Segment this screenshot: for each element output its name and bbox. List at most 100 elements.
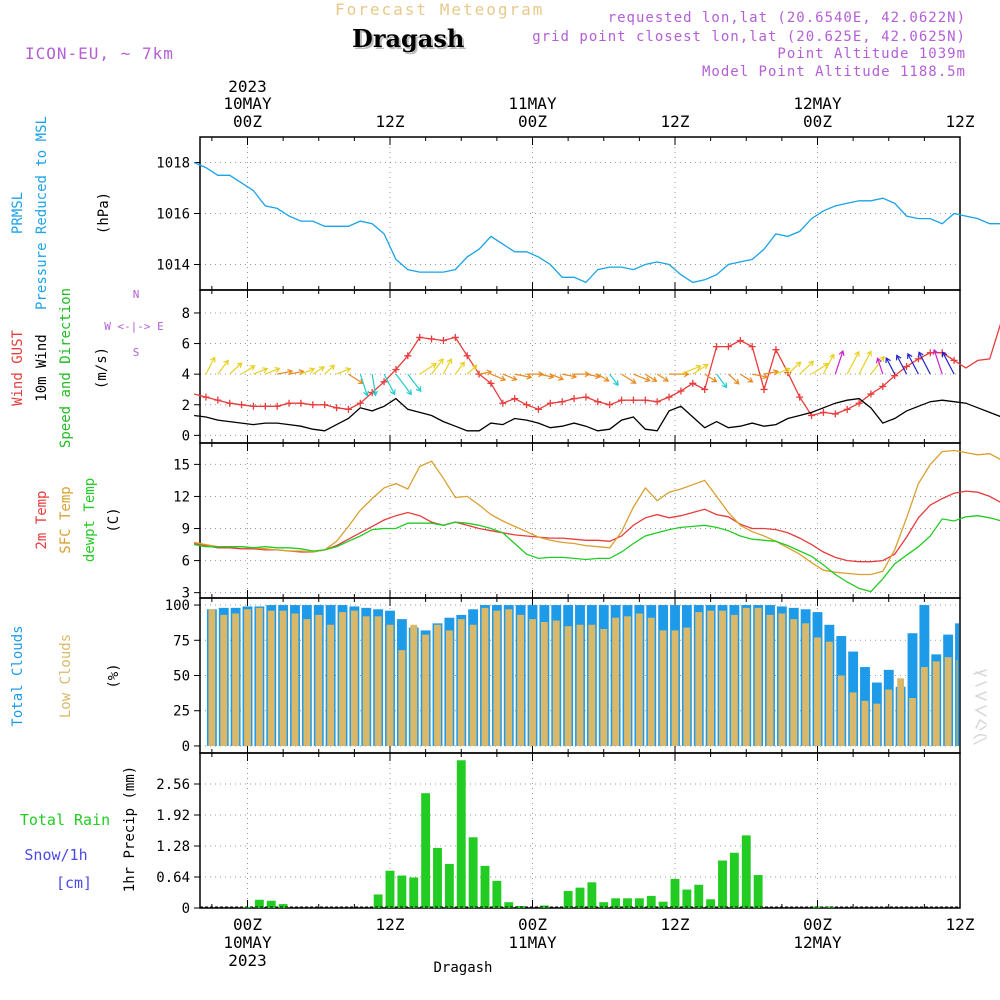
top-hour-label: 12Z (376, 112, 405, 131)
wind-arrow (229, 362, 243, 375)
wind-arrow (502, 373, 518, 382)
bottom-hour-label: 00Z (233, 915, 262, 934)
wind-arrow (787, 361, 802, 375)
top-title: Forecast Meteogram (335, 0, 545, 19)
rain-bar (278, 904, 288, 908)
wind-arrow (241, 365, 256, 375)
gust-line-marker (796, 393, 804, 401)
temp-unit: (C) (106, 507, 122, 532)
y-tick-label: 9 (182, 522, 190, 538)
wind-arrow (359, 373, 369, 397)
y-tick-label: 12 (173, 489, 190, 505)
rain-bar (409, 877, 419, 908)
y-tick-label: 4 (182, 367, 190, 383)
bottom-hour-label: 12Z (946, 915, 975, 934)
rain-bar (694, 884, 704, 908)
low-cloud-bar (920, 667, 928, 746)
low-cloud-bar (635, 613, 643, 746)
rain-bar (587, 882, 597, 908)
low-cloud-bar (802, 623, 810, 746)
gust-line-marker (523, 401, 531, 409)
wind-arrow (680, 364, 702, 375)
low-cloud-bar (588, 624, 596, 746)
low-cloud-bar (374, 616, 382, 746)
wind-arrow (811, 362, 829, 375)
wind-arrow (775, 367, 791, 375)
location-title: Dragash (352, 24, 465, 53)
point-altitude: Point Altitude 1039m (777, 46, 966, 62)
low-cloud-bar (659, 630, 667, 746)
temp2m-label: 2m Temp (34, 490, 50, 549)
gust-line-marker (368, 389, 376, 397)
low-cloud-bar (540, 621, 548, 746)
rain-bar (824, 906, 834, 908)
rain-bar (480, 865, 490, 908)
gust-line-marker (808, 411, 816, 419)
wind-arrow (822, 353, 835, 375)
low-cloud-bar (552, 620, 560, 746)
rain-bar (468, 837, 478, 908)
gust-line-marker (879, 382, 887, 390)
low-cloud-bar (956, 660, 958, 746)
low-cloud-bar (576, 624, 584, 746)
wind-arrow (870, 355, 885, 375)
low-cloud-bar (719, 610, 726, 746)
gust-line-marker (677, 387, 685, 395)
total-cloud-bar (907, 633, 918, 746)
gust-line-marker (428, 335, 436, 343)
low-cloud-bar (315, 614, 323, 746)
low-cloud-bar (932, 661, 940, 746)
gust-line-marker (641, 396, 649, 404)
gust-line-marker (629, 396, 637, 404)
low-cloud-bar (742, 607, 750, 746)
low-cloud-bar (944, 657, 952, 746)
top-date-label: 12MAY (793, 94, 842, 113)
signature-watermark (973, 669, 987, 745)
gridpoint-coords: grid point closest lon,lat (20.625E, 42.… (532, 29, 966, 45)
precip-label: 1hr Precip (mm) (122, 766, 138, 892)
gust-line-marker (226, 399, 234, 407)
top-year-label: 2023 (228, 77, 267, 96)
wind-arrow (941, 351, 955, 375)
gust-label: Wind GUST (10, 330, 26, 406)
rain-bar (433, 847, 442, 908)
rain-bar (706, 899, 716, 908)
gust-line-marker (344, 405, 352, 413)
y-tick-label: 1016 (156, 207, 190, 223)
gust-line-marker (724, 343, 732, 351)
low-cloud-bar (612, 617, 620, 746)
low-cloud-bar (695, 612, 703, 746)
y-tick-label: 25 (173, 704, 190, 720)
y-tick-label: 0 (182, 901, 190, 917)
wind-arrow (834, 349, 845, 375)
gust-line-marker (772, 346, 780, 354)
gust-line-marker (451, 333, 459, 341)
low-cloud-bar (814, 637, 821, 746)
low-cloud-bar (837, 675, 845, 746)
y-tick-label: 2.56 (156, 777, 190, 793)
y-tick-label: 3 (182, 586, 190, 602)
top-hour-label: 00Z (518, 112, 547, 131)
rain-bar (634, 898, 644, 908)
gust-line-marker (333, 404, 341, 412)
y-tick-label: 1.28 (156, 839, 190, 855)
low-cloud-bar (730, 614, 738, 746)
wind-arrow (217, 359, 229, 375)
gust-line-marker (713, 343, 721, 351)
rain-bar (266, 900, 276, 908)
sfctemp-label: SFC Temp (58, 486, 74, 553)
wind-arrow (585, 373, 601, 380)
gust-line-marker (570, 395, 578, 403)
panel-frame (199, 442, 961, 599)
gust-line-marker (297, 399, 305, 407)
rain-bar (254, 899, 264, 908)
gust-line-marker (356, 399, 364, 407)
gust-line-marker (499, 399, 507, 407)
wind-arrow (704, 373, 718, 383)
rain-bar (385, 870, 395, 908)
low-cloud-bar (873, 703, 881, 746)
rain-bar (741, 835, 751, 908)
low-cloud-bar (327, 624, 335, 746)
wind-arrow (336, 367, 352, 375)
low-cloud-bar (778, 613, 786, 746)
